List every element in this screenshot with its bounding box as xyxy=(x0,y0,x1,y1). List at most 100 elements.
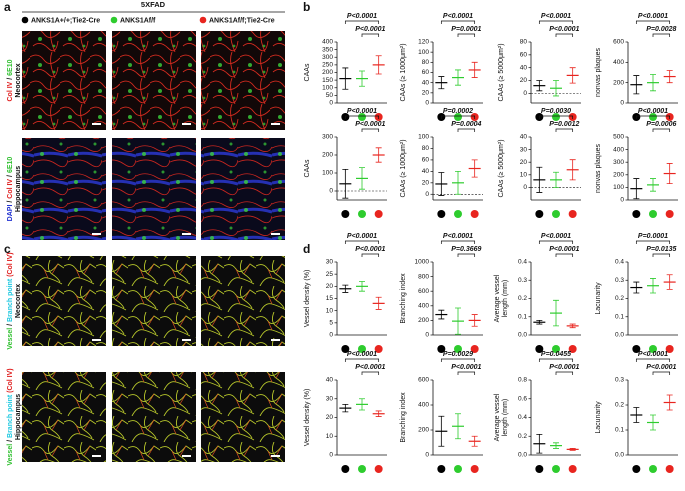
y-tick-label: 20 xyxy=(422,90,430,97)
significance-bracket xyxy=(361,253,380,257)
significance-bracket xyxy=(344,358,380,362)
y-tick-label: 0.6 xyxy=(518,395,527,402)
y-tick-label: 20 xyxy=(326,283,334,290)
stain-part: 6E10 xyxy=(7,59,14,75)
scale-bar xyxy=(271,339,280,341)
scale-bar xyxy=(92,339,101,341)
y-axis-label: Average vessel xyxy=(494,274,501,322)
y-tick-label: 0 xyxy=(425,332,429,339)
y-tick-label: 50 xyxy=(326,92,334,99)
p-value: P<0.0001 xyxy=(443,13,473,20)
y-tick-label: 80 xyxy=(520,39,528,46)
significance-bracket xyxy=(635,358,671,362)
panel-label: b xyxy=(303,0,310,14)
p-value: P<0.0001 xyxy=(638,13,668,20)
stain-part: Vessel xyxy=(7,444,14,466)
y-tick-label: 400 xyxy=(418,402,429,409)
y-tick-label: 0 xyxy=(329,100,333,107)
group-marker xyxy=(374,210,383,218)
group-marker xyxy=(470,345,479,353)
p-value: P<0.0001 xyxy=(347,233,377,240)
y-tick-label: 60 xyxy=(422,69,430,76)
p-value: P=0.0001 xyxy=(451,26,481,33)
group-marker xyxy=(665,345,674,353)
y-tick-label: 600 xyxy=(418,288,429,295)
y-tick-label: 0 xyxy=(329,188,333,195)
group-marker xyxy=(374,465,383,473)
p-value: P<0.0001 xyxy=(541,13,571,20)
y-tick-label: 60 xyxy=(520,52,528,59)
scale-bar xyxy=(92,123,101,125)
micrograph xyxy=(22,372,106,462)
p-value: P=0.0455 xyxy=(541,351,571,358)
stain-label: Vessel / Branch point (Col IV) xyxy=(7,368,14,465)
p-value: P<0.0001 xyxy=(646,364,676,371)
y-tick-label: 400 xyxy=(322,39,333,46)
micrograph xyxy=(22,31,106,130)
y-tick-label: 0.4 xyxy=(518,414,527,421)
significance-bracket xyxy=(538,358,574,362)
y-tick-label: 0 xyxy=(425,452,429,459)
y-tick-label: 200 xyxy=(613,79,624,86)
y-tick-label: 120 xyxy=(418,39,429,46)
stain-part: Col IV xyxy=(7,81,14,101)
y-tick-label: 0.0 xyxy=(518,452,527,459)
scale-bar xyxy=(271,455,280,457)
y-tick-label: 0.1 xyxy=(518,313,527,320)
y-axis-label: Lacunarity xyxy=(595,401,602,434)
y-tick-label: 40 xyxy=(520,134,528,141)
y-tick-label: 20 xyxy=(422,180,430,187)
group-marker xyxy=(374,345,383,353)
legend-label: ANKS1Af/f xyxy=(120,17,156,24)
group-marker xyxy=(665,210,674,218)
y-tick-label: 100 xyxy=(322,84,333,91)
y-tick-label: 30 xyxy=(326,259,334,266)
stain-part: Branch point xyxy=(7,278,14,322)
y-tick-label: 350 xyxy=(322,46,333,53)
p-value: P=0.0029 xyxy=(443,351,473,358)
region-label: Hippocampus xyxy=(15,166,22,212)
group-marker xyxy=(358,113,366,121)
stain-label: Col IV / 6E10 xyxy=(7,59,14,101)
y-axis-label: length (mm) xyxy=(502,280,509,317)
p-value: P<0.0001 xyxy=(443,233,473,240)
micrograph xyxy=(112,31,196,130)
y-tick-label: 15 xyxy=(326,295,334,302)
p-value: P=0.0030 xyxy=(541,108,571,115)
p-value: P<0.0001 xyxy=(549,246,579,253)
y-tick-label: 5 xyxy=(329,320,333,327)
y-axis-label: CAAs (≥ 1000μm²) xyxy=(400,43,407,101)
p-value: P=0.0002 xyxy=(443,108,473,115)
y-tick-label: 20 xyxy=(520,77,528,84)
scale-bar xyxy=(271,233,280,235)
group-marker xyxy=(568,210,577,218)
y-axis-label: Vessel density (%) xyxy=(304,389,311,447)
y-tick-label: 10 xyxy=(520,172,528,179)
stain-label: Vessel / Branch point (Col IV) xyxy=(7,252,14,349)
significance-bracket xyxy=(440,20,476,24)
y-tick-label: 0.8 xyxy=(518,377,527,384)
micrograph xyxy=(22,138,106,240)
y-tick-label: 0 xyxy=(523,90,527,97)
y-tick-label: 400 xyxy=(613,59,624,66)
panel-label: a xyxy=(4,0,11,14)
p-value: P=0.0004 xyxy=(451,121,481,128)
significance-bracket xyxy=(440,358,476,362)
y-tick-label: 200 xyxy=(613,172,624,179)
legend-marker xyxy=(199,16,207,24)
stain-part: / xyxy=(7,322,14,328)
group-marker xyxy=(649,345,657,353)
y-axis-label: Average vessel xyxy=(494,393,501,441)
group-marker xyxy=(649,465,657,473)
significance-bracket xyxy=(652,128,671,132)
p-value: P<0.0001 xyxy=(638,108,668,115)
stain-part: / xyxy=(7,438,14,444)
stain-part: DAPI xyxy=(7,205,14,222)
y-tick-label: 80 xyxy=(422,59,430,66)
y-tick-label: 600 xyxy=(418,377,429,384)
y-tick-label: 0.4 xyxy=(518,259,527,266)
p-value: P<0.0001 xyxy=(549,26,579,33)
significance-bracket xyxy=(361,371,380,375)
y-tick-label: 0.3 xyxy=(615,277,624,284)
group-marker xyxy=(358,210,366,218)
